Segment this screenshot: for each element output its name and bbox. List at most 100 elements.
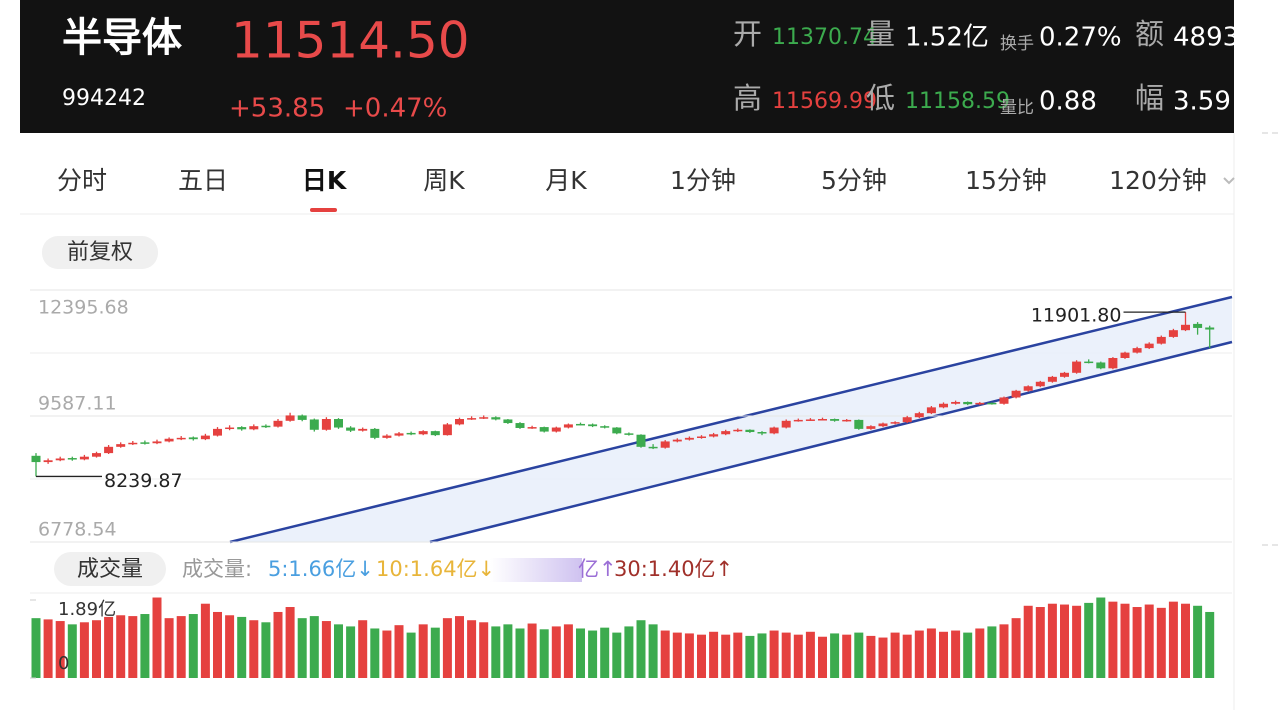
volume-bar xyxy=(418,624,428,678)
candle-body xyxy=(1205,327,1215,330)
candle-body xyxy=(939,403,948,408)
volume-bar xyxy=(213,611,222,678)
change: +53.85 xyxy=(229,94,325,124)
volume-bar xyxy=(769,630,779,678)
tab-active[interactable]: 日K xyxy=(302,166,348,195)
stat-label: 低 xyxy=(866,81,895,115)
volume-bar xyxy=(648,624,658,678)
volume-bar xyxy=(612,632,622,678)
header: 半导体 11514.50 994242 +53.85 +0.47% 开 11370… xyxy=(62,12,1239,124)
volume-bar xyxy=(455,616,464,678)
stat-label: 开 xyxy=(733,17,762,51)
candle-body xyxy=(1072,361,1082,373)
volume-bar xyxy=(503,624,513,678)
volume-bar xyxy=(672,632,682,678)
volume-bar xyxy=(370,628,380,678)
volume-bar xyxy=(309,616,319,678)
volume-bar xyxy=(1132,607,1142,678)
volume-bar xyxy=(1072,605,1082,678)
volume-bar xyxy=(285,607,295,678)
tab[interactable]: 1分钟 xyxy=(670,166,736,195)
volume-bar xyxy=(430,627,440,678)
stat-value: 3.59 xyxy=(1173,87,1231,117)
candle-body xyxy=(830,419,840,421)
volume-bar xyxy=(951,630,961,678)
candle-body xyxy=(249,426,259,430)
volume-bar xyxy=(67,624,77,678)
tab[interactable]: 月K xyxy=(545,166,587,195)
candle-body xyxy=(697,436,706,439)
stat-label: 量比 xyxy=(1000,98,1034,118)
volume-button[interactable] xyxy=(54,552,166,586)
volume-bar xyxy=(55,621,65,678)
candle-body xyxy=(648,446,658,449)
stat-value: 4893 xyxy=(1173,23,1239,53)
candle-body xyxy=(273,420,283,427)
chevron[interactable] xyxy=(1223,177,1235,185)
candle-body xyxy=(588,424,598,427)
ma-legend: 5:1.66亿↓ xyxy=(268,557,374,581)
volume-bar xyxy=(660,630,670,678)
candle-body xyxy=(1096,362,1106,369)
volume-bar xyxy=(1156,607,1166,678)
tab[interactable]: 分时 xyxy=(57,166,107,195)
volume-bar xyxy=(1047,603,1057,678)
stock-price: 11514.50 xyxy=(231,12,470,70)
candle-body xyxy=(757,432,767,434)
candle-body xyxy=(854,419,864,429)
volume-bar xyxy=(225,615,235,678)
candle-body xyxy=(31,455,41,463)
candle-body xyxy=(1181,324,1190,331)
candle-body xyxy=(116,444,126,447)
adjust-button[interactable] xyxy=(42,236,158,269)
blurred-legend xyxy=(490,558,582,582)
candle-body xyxy=(104,446,114,454)
change-pct: +0.47% xyxy=(343,94,447,124)
volume-bar xyxy=(878,637,888,678)
candle-body xyxy=(1060,372,1069,377)
volume-bar xyxy=(297,618,307,678)
candle-body xyxy=(733,429,743,432)
volume-bar xyxy=(636,620,646,678)
volume-bar xyxy=(1108,601,1118,678)
volume-bar xyxy=(854,632,864,678)
candle-body xyxy=(1144,343,1154,349)
tab[interactable]: 5分钟 xyxy=(821,166,887,195)
stock-name: 半导体 xyxy=(62,15,182,61)
candle-body xyxy=(624,433,634,435)
volume-bar xyxy=(697,634,706,678)
volume-bar xyxy=(394,625,404,678)
volume-bar xyxy=(406,632,416,678)
candle-body xyxy=(370,428,380,438)
volume-bar xyxy=(733,632,743,678)
tab[interactable]: 120分钟 xyxy=(1109,166,1207,195)
tab[interactable]: 五日 xyxy=(178,166,228,195)
stat-label: 幅 xyxy=(1135,81,1164,115)
tab[interactable]: 周K xyxy=(423,166,465,195)
ma-legend: 30:1.40亿↑ xyxy=(614,557,733,581)
candle-body xyxy=(612,427,622,434)
candle-body xyxy=(890,422,900,424)
candle-body xyxy=(491,417,501,420)
candle-body xyxy=(346,427,356,431)
candle-body xyxy=(805,419,815,421)
tab[interactable]: 15分钟 xyxy=(965,166,1047,195)
volume-bar xyxy=(963,632,973,678)
volume-bar xyxy=(442,618,452,678)
volume-bar xyxy=(999,624,1009,678)
volume-bar xyxy=(939,631,948,678)
candle-body xyxy=(1047,376,1057,382)
volume-bar xyxy=(479,622,489,678)
candle-body xyxy=(914,413,924,418)
candle-body xyxy=(951,401,961,404)
volume-bar xyxy=(237,616,247,678)
min-label: 8239.87 xyxy=(104,470,183,492)
candle-body xyxy=(237,427,247,430)
volume-bar xyxy=(890,632,900,678)
candle-body xyxy=(55,458,65,461)
candle-body xyxy=(1035,381,1045,387)
candle-body xyxy=(515,423,525,428)
volume-bar xyxy=(104,616,114,678)
volume-bar xyxy=(975,628,985,678)
